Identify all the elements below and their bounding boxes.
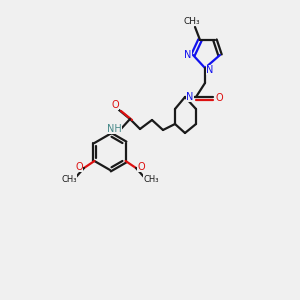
Text: O: O: [215, 93, 223, 103]
Text: O: O: [111, 100, 119, 110]
Text: O: O: [137, 162, 145, 172]
Text: N: N: [186, 92, 194, 102]
Text: CH₃: CH₃: [184, 16, 200, 26]
Text: O: O: [75, 162, 83, 172]
Text: N: N: [206, 65, 214, 75]
Text: NH: NH: [106, 124, 122, 134]
Text: N: N: [184, 50, 192, 60]
Text: CH₃: CH₃: [61, 175, 77, 184]
Text: CH₃: CH₃: [143, 175, 159, 184]
